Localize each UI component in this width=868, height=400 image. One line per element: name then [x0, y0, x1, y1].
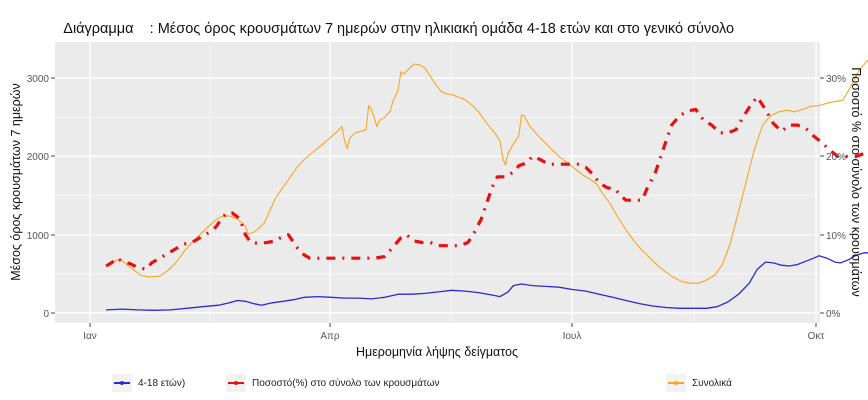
x-tick-jul: Ιουλ: [563, 331, 582, 342]
x-axis: Ιαν Απρ Ιουλ Οκτ: [83, 323, 824, 342]
series-line: [106, 252, 868, 311]
legend-item-total: Συνολικά: [666, 374, 732, 392]
x-tick-oct: Οκτ: [808, 331, 825, 342]
y-axis-right: 0% 10% 20% 30%: [820, 74, 846, 320]
y-right-tick-20: 20%: [826, 152, 846, 163]
x-tick-jan: Ιαν: [83, 331, 97, 342]
legend-label-total: Συνολικά: [692, 377, 732, 389]
x-axis-title: Ημερομηνία λήψης δείγματος: [356, 345, 518, 359]
legend-item-percentage: Ποσοστό(%) στο σύνολο των κρουσμάτων: [226, 374, 440, 392]
y-tick-0: 0: [43, 309, 49, 320]
plot-panel: [55, 42, 820, 323]
y-right-tick-0: 0%: [826, 309, 841, 320]
x-tick-apr: Απρ: [320, 331, 340, 342]
chart-title-line-1: Διάγραμμα : Μέσος όρος κρουσμάτων 7 ημερ…: [63, 21, 735, 37]
y-axis-right-title: Ποσοστό % στο σύνολο των κρουσμάτων: [849, 67, 863, 297]
y-right-tick-10: 10%: [826, 231, 846, 242]
legend-item-4-18: 4-18 ετών): [112, 374, 185, 392]
series-line: [105, 59, 868, 284]
y-right-tick-30: 30%: [826, 74, 846, 85]
y-axis-left: 0 1000 2000 3000: [27, 74, 55, 320]
series-line: [105, 95, 868, 271]
legend-key-orange-icon: [666, 374, 686, 392]
gridlines: [55, 42, 820, 323]
series-layer: [105, 59, 868, 311]
legend-label-4-18: 4-18 ετών): [138, 377, 186, 389]
legend-label-percentage: Ποσοστό(%) στο σύνολο των κρουσμάτων: [252, 377, 440, 389]
legend-key-blue-icon: [112, 374, 132, 392]
legend-key-red-icon: [226, 374, 246, 392]
y-tick-3000: 3000: [27, 74, 50, 85]
y-tick-1000: 1000: [27, 231, 50, 242]
y-axis-left-title: Μέσος όρος κρουσμάτων 7 ημερών: [9, 83, 23, 280]
y-tick-2000: 2000: [27, 152, 50, 163]
